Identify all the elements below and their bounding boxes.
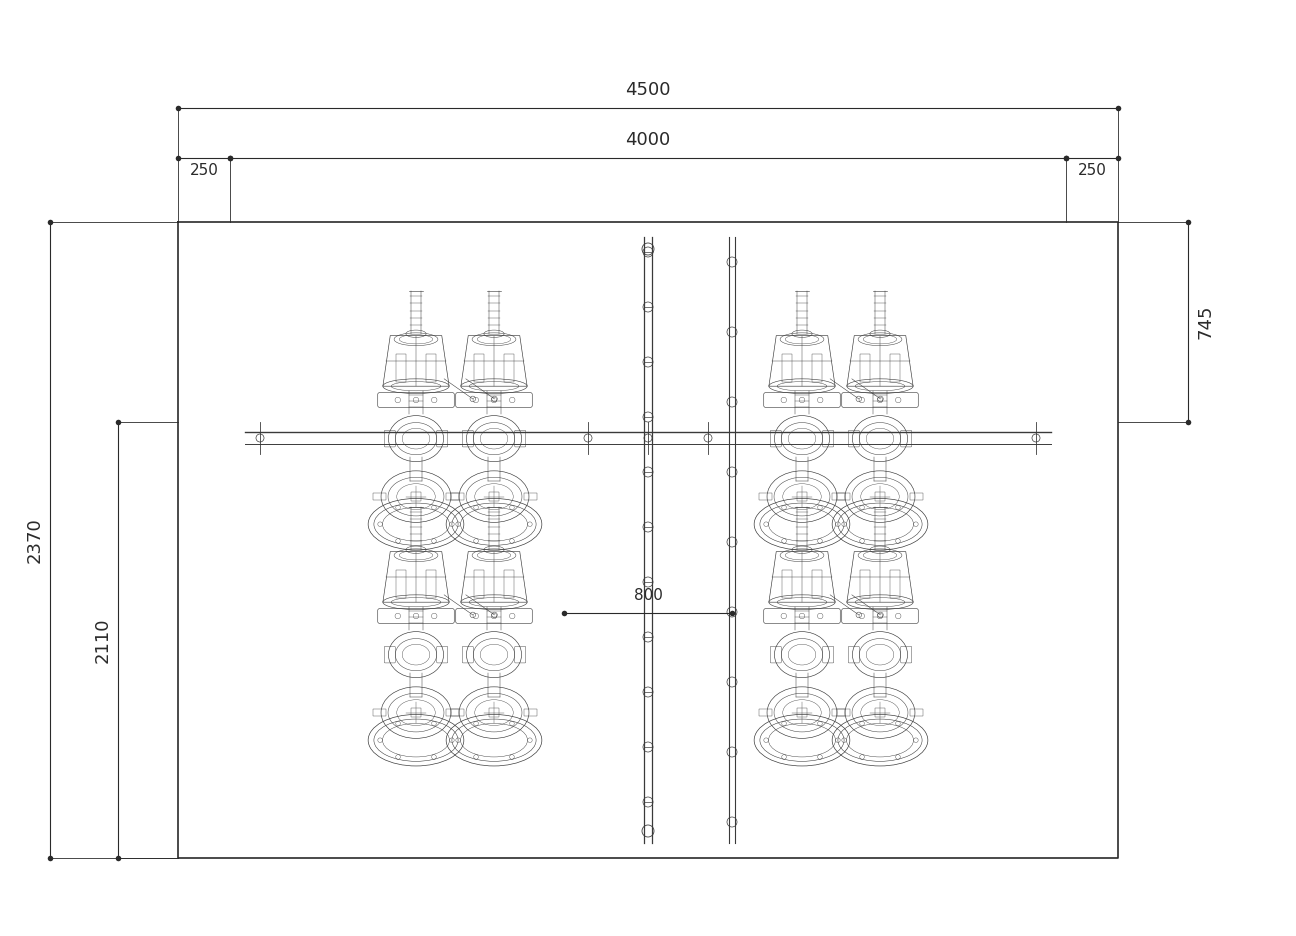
Bar bbox=[474, 570, 485, 597]
Text: 4000: 4000 bbox=[626, 131, 670, 149]
Text: 800: 800 bbox=[634, 588, 662, 603]
Bar bbox=[811, 354, 822, 382]
Bar bbox=[490, 708, 499, 717]
Bar bbox=[411, 708, 421, 717]
Bar bbox=[525, 493, 537, 500]
Bar bbox=[861, 570, 870, 597]
Bar bbox=[373, 709, 386, 716]
Text: 250: 250 bbox=[1077, 163, 1107, 178]
Bar bbox=[910, 709, 923, 716]
Bar bbox=[397, 570, 406, 597]
Bar bbox=[837, 493, 850, 500]
Bar bbox=[426, 570, 435, 597]
Bar bbox=[890, 354, 899, 382]
Bar bbox=[451, 709, 464, 716]
Bar bbox=[411, 492, 421, 501]
Bar bbox=[837, 709, 850, 716]
Bar bbox=[875, 708, 885, 717]
Bar bbox=[525, 709, 537, 716]
Bar bbox=[797, 492, 806, 501]
Bar bbox=[890, 570, 899, 597]
Bar bbox=[910, 493, 923, 500]
Bar bbox=[861, 354, 870, 382]
Text: 2370: 2370 bbox=[26, 517, 44, 563]
Bar bbox=[832, 709, 845, 716]
Text: 2110: 2110 bbox=[95, 617, 111, 663]
Bar bbox=[373, 493, 386, 500]
Text: 745: 745 bbox=[1198, 305, 1216, 339]
Bar bbox=[474, 354, 485, 382]
Bar bbox=[832, 493, 845, 500]
Bar bbox=[759, 493, 771, 500]
Bar bbox=[504, 354, 515, 382]
Bar bbox=[811, 570, 822, 597]
Bar bbox=[797, 708, 806, 717]
Bar bbox=[875, 492, 885, 501]
Bar bbox=[397, 354, 406, 382]
Bar bbox=[451, 493, 464, 500]
Text: 250: 250 bbox=[189, 163, 219, 178]
Bar bbox=[426, 354, 435, 382]
Bar bbox=[490, 492, 499, 501]
Bar bbox=[446, 709, 459, 716]
Text: 4500: 4500 bbox=[625, 81, 671, 99]
Bar bbox=[446, 493, 459, 500]
Bar bbox=[504, 570, 515, 597]
Bar bbox=[759, 709, 771, 716]
Bar bbox=[781, 570, 792, 597]
Bar bbox=[781, 354, 792, 382]
